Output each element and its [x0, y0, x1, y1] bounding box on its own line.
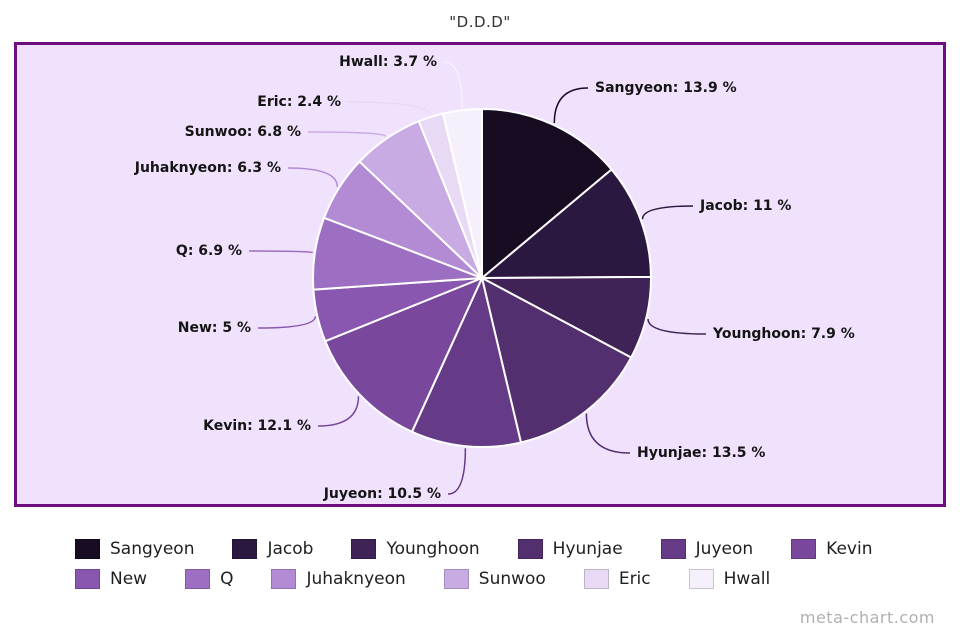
legend-label: Q: [220, 569, 234, 589]
leader-line-new: [257, 316, 317, 329]
chart-title: "D.D.D": [449, 13, 511, 31]
legend-label: Hyunjae: [552, 539, 623, 559]
legend-swatch-younghoon: [351, 539, 377, 559]
pie-slice-jacob: [481, 168, 652, 279]
pie-slice-juyeon: [410, 277, 522, 448]
pie-label-eric: Eric: 2.4 %: [257, 94, 341, 110]
leader-line-q: [248, 250, 314, 254]
leader-line-juhaknyeon: [287, 167, 339, 187]
pie-slice-sangyeon: [481, 108, 613, 279]
legend: Sangyeon Jacob Younghoon Hyunjae Juyeon Kevin…: [0, 534, 960, 594]
pie-label-new: New: 5 %: [178, 320, 251, 336]
legend-label: Sunwoo: [478, 569, 546, 589]
pie-label-juyeon: Juyeon: 10.5 %: [323, 486, 441, 502]
legend-label: Kevin: [826, 539, 873, 559]
legend-swatch-hwall: [688, 569, 714, 589]
legend-swatch-jacob: [232, 539, 258, 559]
pie-label-younghoon: Younghoon: 7.9 %: [712, 326, 855, 342]
legend-label: New: [110, 569, 148, 589]
pie-label-hyunjae: Hyunjae: 13.5 %: [637, 445, 765, 461]
legend-swatch-new: [75, 569, 100, 589]
legend-swatch-kevin: [791, 539, 817, 559]
legend-label: Sangyeon: [110, 539, 195, 559]
leader-line-jacob: [641, 205, 694, 220]
legend-swatch-sangyeon: [75, 539, 100, 559]
legend-label: Hwall: [723, 569, 771, 589]
legend-item-hwall: Hwall: [688, 569, 771, 589]
pie-label-sunwoo: Sunwoo: 6.8 %: [185, 124, 301, 140]
pie-slice-hyunjae: [481, 277, 633, 444]
pie-label-sangyeon: Sangyeon: 13.9 %: [595, 80, 737, 96]
legend-label: Juyeon: [695, 539, 754, 559]
legend-label: Jacob: [267, 539, 314, 559]
legend-swatch-juyeon: [660, 539, 686, 559]
leader-line-hwall: [443, 61, 463, 109]
leader-line-sangyeon: [553, 87, 589, 124]
pie-slice-kevin: [324, 277, 483, 433]
legend-item-younghoon: Younghoon: [351, 539, 480, 559]
legend-item-kevin: Kevin: [791, 539, 872, 559]
legend-item-sangyeon: Sangyeon: [75, 539, 194, 559]
legend-item-hyunjae: Hyunjae: [517, 539, 623, 559]
pie-label-hwall: Hwall: 3.7 %: [339, 54, 437, 70]
pie-label-q: Q: 6.9 %: [176, 243, 242, 259]
pie-chart: Sangyeon: 13.9 % Jacob: 11 % Younghoon: 7.…: [134, 54, 855, 502]
legend-item-juyeon: Juyeon: [660, 539, 754, 559]
leader-line-younghoon: [647, 318, 707, 335]
pie-label-jacob: Jacob: 11 %: [699, 198, 791, 214]
legend-label: Juhaknyeon: [306, 569, 406, 589]
legend-item-juhaknyeon: Juhaknyeon: [271, 569, 406, 589]
legend-item-jacob: Jacob: [232, 539, 313, 559]
legend-row: Sangyeon Jacob Younghoon Hyunjae Juyeon Kevin: [75, 534, 960, 564]
leader-line-eric: [347, 101, 431, 116]
leader-line-kevin: [317, 396, 360, 427]
pie-label-juhaknyeon: Juhaknyeon: 6.3 %: [134, 160, 281, 176]
legend-item-eric: Eric: [583, 569, 651, 589]
legend-label: Younghoon: [386, 539, 480, 559]
legend-row: New Q Juhaknyeon Sunwoo Eric Hwall: [75, 564, 960, 594]
legend-swatch-q: [185, 569, 211, 589]
legend-swatch-sunwoo: [443, 569, 469, 589]
leader-line-juyeon: [447, 448, 467, 495]
legend-item-q: Q: [185, 569, 233, 589]
leader-line-hyunjae: [585, 413, 631, 454]
legend-label: Eric: [618, 569, 651, 589]
pie-label-kevin: Kevin: 12.1 %: [203, 418, 311, 434]
leader-line-sunwoo: [307, 131, 387, 138]
watermark-meta-chart: meta-chart.com: [799, 608, 935, 627]
legend-swatch-eric: [583, 569, 609, 589]
chart-frame: Sangyeon: 13.9 % Jacob: 11 % Younghoon: 7.…: [14, 42, 946, 507]
pie-slice-hwall: [442, 108, 483, 279]
legend-swatch-juhaknyeon: [271, 569, 297, 589]
legend-item-sunwoo: Sunwoo: [443, 569, 546, 589]
legend-swatch-hyunjae: [517, 539, 543, 559]
legend-item-new: New: [75, 569, 147, 589]
